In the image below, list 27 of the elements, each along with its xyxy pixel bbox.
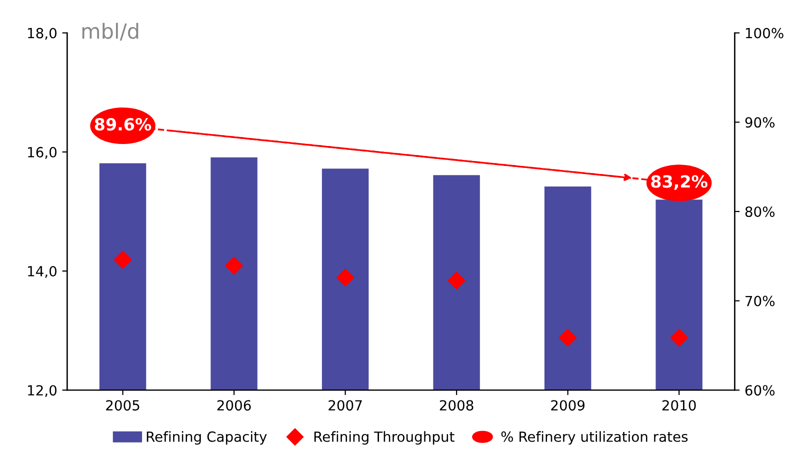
y2-tick-label: 60%: [745, 385, 775, 396]
x-tick-label: 2005: [106, 400, 140, 411]
y-tick-label: 14,0: [28, 266, 57, 278]
point: [670, 328, 688, 347]
y2-tick-label: 70%: [746, 296, 775, 306]
point: [448, 272, 466, 290]
x-tick-label: 2008: [440, 400, 474, 411]
y-axis-title: mbl/d: [82, 22, 138, 41]
x-tick-label: 2006: [217, 400, 251, 411]
legend-label: % Refinery utilization rates: [501, 431, 688, 445]
y2-tick-label: 80%: [745, 206, 775, 217]
point: [225, 256, 243, 275]
data-label: 89.6%: [94, 118, 152, 131]
y-tick-label: 16,0: [28, 146, 57, 159]
x-tick-label: 2010: [662, 400, 696, 411]
point: [558, 328, 577, 347]
y-tick-label: 12,0: [28, 385, 57, 397]
x-tick-label: 2009: [551, 400, 585, 411]
point: [336, 268, 354, 286]
y2-tick-label: 90%: [745, 117, 775, 128]
y-tick-label: 18,0: [28, 28, 57, 40]
legend-label: Refining Capacity: [146, 431, 267, 445]
data-label: 83,2%: [651, 175, 708, 190]
x-tick-label: 2007: [328, 400, 362, 411]
y2-tick-label: 100%: [746, 28, 784, 38]
legend-label: Refining Throughput: [314, 431, 454, 445]
point: [114, 250, 132, 269]
